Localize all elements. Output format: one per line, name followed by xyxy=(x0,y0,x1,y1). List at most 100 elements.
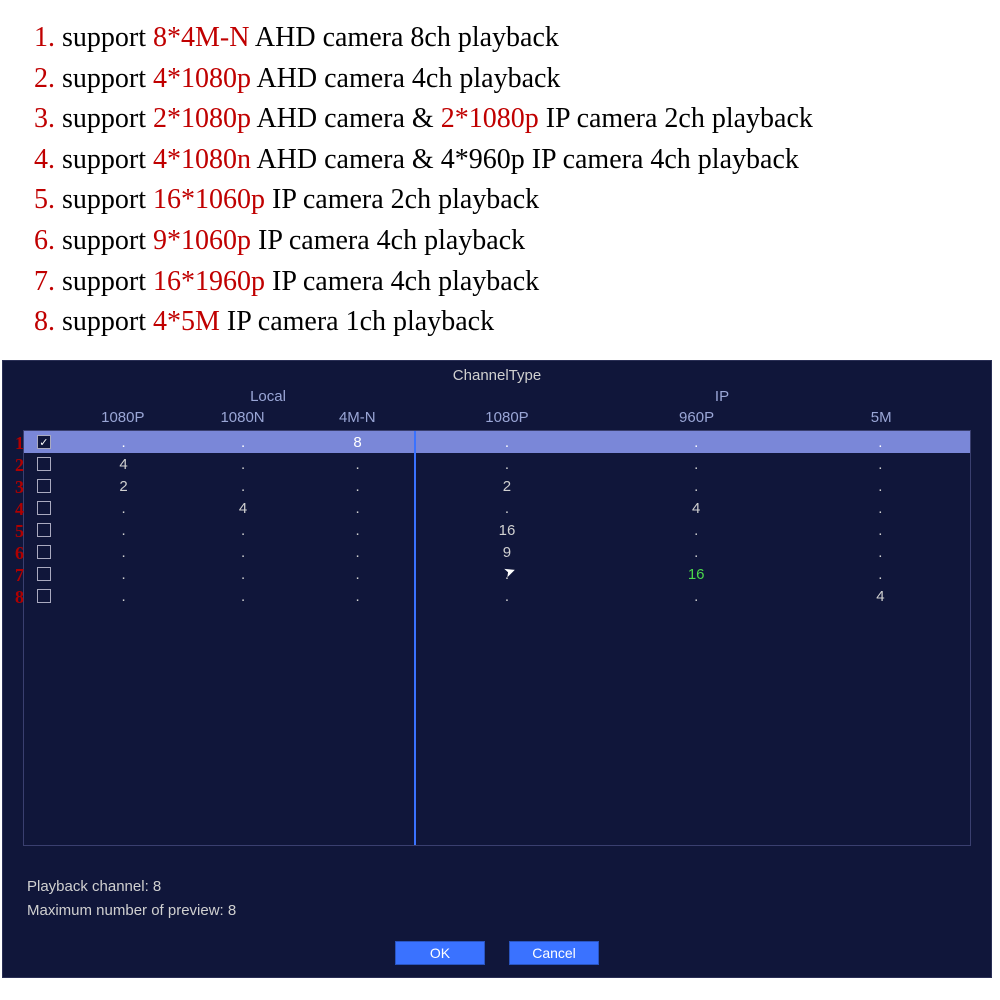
cell: . xyxy=(303,500,413,517)
cell: . xyxy=(183,478,303,495)
feature-line: 6. support 9*1060p IP camera 4ch playbac… xyxy=(34,221,966,262)
table-row[interactable]: 2..2.. xyxy=(24,475,970,497)
row-index-label: 8 xyxy=(6,587,24,608)
playback-value: 8 xyxy=(153,878,161,895)
cell: . xyxy=(412,434,601,451)
row-index-label: 2 xyxy=(6,455,24,476)
table-row[interactable]: 4..... xyxy=(24,453,970,475)
row-index-label: 6 xyxy=(6,543,24,564)
row-checkbox[interactable] xyxy=(37,501,51,515)
cell: . xyxy=(602,478,791,495)
row-checkbox[interactable] xyxy=(37,457,51,471)
cell: . xyxy=(412,456,601,473)
col-header: 1080P xyxy=(412,405,602,430)
cell: 16 xyxy=(602,566,791,583)
cell: . xyxy=(183,434,303,451)
row-index-label: 5 xyxy=(6,521,24,542)
cell: . xyxy=(602,456,791,473)
preview-label: Maximum number of preview: xyxy=(27,902,228,919)
feature-line: 8. support 4*5M IP camera 1ch playback xyxy=(34,302,966,343)
col-header: 1080P xyxy=(63,405,183,430)
cell: . xyxy=(303,478,413,495)
cell: . xyxy=(791,500,970,517)
cell: 16 xyxy=(412,522,601,539)
row-checkbox-cell xyxy=(24,435,64,449)
cell: 2 xyxy=(64,478,184,495)
row-checkbox-cell xyxy=(24,523,64,537)
cell: . xyxy=(791,478,970,495)
row-checkbox[interactable] xyxy=(37,589,51,603)
cell: . xyxy=(602,434,791,451)
row-checkbox-cell xyxy=(24,457,64,471)
cell: . xyxy=(303,456,413,473)
group-header-local: Local xyxy=(63,388,413,405)
cell: . xyxy=(64,434,184,451)
cell: . xyxy=(602,522,791,539)
row-index-label: 7 xyxy=(6,565,24,586)
table-row[interactable]: ....16. xyxy=(24,563,970,585)
group-header-ip: IP xyxy=(413,388,971,405)
cell: . xyxy=(791,544,970,561)
ok-button[interactable]: OK xyxy=(395,941,485,965)
cell: . xyxy=(183,522,303,539)
cell: . xyxy=(64,500,184,517)
cell: 4 xyxy=(64,456,184,473)
col-header: 5M xyxy=(791,405,971,430)
cell: 9 xyxy=(412,544,601,561)
button-bar: OK Cancel xyxy=(3,941,991,965)
col-header: 1080N xyxy=(183,405,303,430)
channel-type-panel: ChannelType Local IP 1080P 1080N 4M-N 10… xyxy=(2,360,992,978)
cell: . xyxy=(183,566,303,583)
row-checkbox-cell xyxy=(24,567,64,581)
cell: . xyxy=(64,566,184,583)
table-row[interactable]: ..8... xyxy=(24,431,970,453)
cell: . xyxy=(791,522,970,539)
row-index-label: 4 xyxy=(6,499,24,520)
cell: . xyxy=(791,434,970,451)
row-checkbox[interactable] xyxy=(37,545,51,559)
row-index-label: 1 xyxy=(6,433,24,454)
footer-info: Playback channel: 8 Maximum number of pr… xyxy=(27,875,236,923)
cell: . xyxy=(183,456,303,473)
cell: . xyxy=(602,544,791,561)
panel-title: ChannelType xyxy=(3,361,991,388)
row-checkbox-cell xyxy=(24,479,64,493)
table-row[interactable]: .....4 xyxy=(24,585,970,607)
cell: . xyxy=(303,544,413,561)
cell: . xyxy=(412,588,601,605)
cell: 4 xyxy=(791,588,970,605)
cell: . xyxy=(183,544,303,561)
cell: . xyxy=(602,588,791,605)
col-header: 4M-N xyxy=(302,405,412,430)
preview-value: 8 xyxy=(228,902,236,919)
cell: 8 xyxy=(303,434,413,451)
row-index-label: 3 xyxy=(6,477,24,498)
table-row[interactable]: ...9.. xyxy=(24,541,970,563)
cell: . xyxy=(303,588,413,605)
feature-line: 3. support 2*1080p AHD camera & 2*1080p … xyxy=(34,99,966,140)
row-checkbox[interactable] xyxy=(37,479,51,493)
column-header-row: 1080P 1080N 4M-N 1080P 960P 5M xyxy=(23,405,971,431)
feature-list: 1. support 8*4M-N AHD camera 8ch playbac… xyxy=(0,0,1000,353)
rows-container: ➤ 1..8...24.....32..2..4.4..4.5...16..6.… xyxy=(23,431,971,846)
row-checkbox[interactable] xyxy=(37,435,51,449)
cell: 2 xyxy=(412,478,601,495)
cell: . xyxy=(791,456,970,473)
cell: . xyxy=(791,566,970,583)
channel-grid: Local IP 1080P 1080N 4M-N 1080P 960P 5M … xyxy=(23,388,971,846)
row-checkbox[interactable] xyxy=(37,567,51,581)
row-checkbox-cell xyxy=(24,589,64,603)
table-row[interactable]: .4..4. xyxy=(24,497,970,519)
feature-line: 4. support 4*1080n AHD camera & 4*960p I… xyxy=(34,140,966,181)
playback-label: Playback channel: xyxy=(27,878,153,895)
row-checkbox-cell xyxy=(24,545,64,559)
row-checkbox[interactable] xyxy=(37,523,51,537)
group-header-row: Local IP xyxy=(23,388,971,405)
cell: 4 xyxy=(183,500,303,517)
cell: . xyxy=(303,522,413,539)
feature-line: 1. support 8*4M-N AHD camera 8ch playbac… xyxy=(34,18,966,59)
cell: . xyxy=(183,588,303,605)
table-row[interactable]: ...16.. xyxy=(24,519,970,541)
cell: . xyxy=(64,522,184,539)
cancel-button[interactable]: Cancel xyxy=(509,941,599,965)
